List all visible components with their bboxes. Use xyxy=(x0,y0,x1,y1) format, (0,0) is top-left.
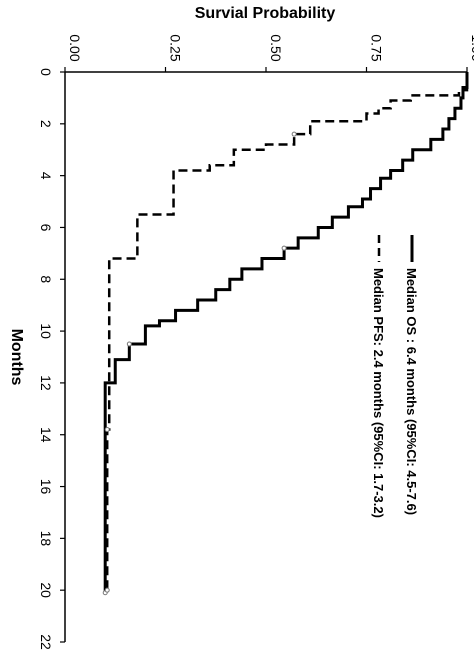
x-tick-label: 10 xyxy=(38,323,54,339)
y-tick-label: 0.75 xyxy=(369,34,385,61)
censor-mark xyxy=(104,587,110,593)
x-tick-label: 12 xyxy=(38,375,54,391)
os-survival-curve xyxy=(103,72,469,593)
censor-mark xyxy=(126,341,132,347)
x-tick-label: 16 xyxy=(38,479,54,495)
censor-marks xyxy=(102,131,297,596)
x-axis-title: Months xyxy=(8,329,25,386)
y-tick-label: 0.25 xyxy=(168,34,184,61)
y-axis-ticks: 0.00 0.25 0.50 0.75 1.00 xyxy=(64,34,474,72)
x-tick-label: 8 xyxy=(38,275,54,283)
x-tick-label: 20 xyxy=(38,582,54,598)
plot-area: 0.00 0.25 0.50 0.75 1.00 0 2 4 6 8 10 12 14 16 18 20 22 xyxy=(38,34,474,650)
censor-mark xyxy=(104,427,110,433)
x-tick-label: 2 xyxy=(38,120,54,128)
y-tick-label: 1.00 xyxy=(469,34,474,61)
legend-label-pfs: Median PFS: 2.4 months (95%CI: 1.7-3.2) xyxy=(371,268,386,518)
x-tick-label: 4 xyxy=(38,172,54,180)
y-tick-label: 0.50 xyxy=(268,34,284,61)
x-tick-label: 14 xyxy=(38,427,54,443)
x-axis-ticks: 0 2 4 6 8 10 12 14 16 18 20 22 xyxy=(38,68,65,650)
x-tick-label: 0 xyxy=(38,68,54,76)
legend: Median OS : 6.4 months (95%CI: 4.5-7.6) … xyxy=(371,235,419,518)
x-tick-label: 22 xyxy=(38,634,54,650)
censor-mark xyxy=(291,131,297,137)
pfs-survival-curve xyxy=(105,72,469,591)
legend-label-os: Median OS : 6.4 months (95%CI: 4.5-7.6) xyxy=(404,268,419,515)
y-tick-label: 0.00 xyxy=(67,34,83,61)
x-tick-label: 6 xyxy=(38,224,54,232)
x-tick-label: 18 xyxy=(38,531,54,547)
series-layer xyxy=(103,72,469,593)
censor-mark xyxy=(281,245,287,251)
y-axis-title: Survial Probability xyxy=(195,5,336,22)
